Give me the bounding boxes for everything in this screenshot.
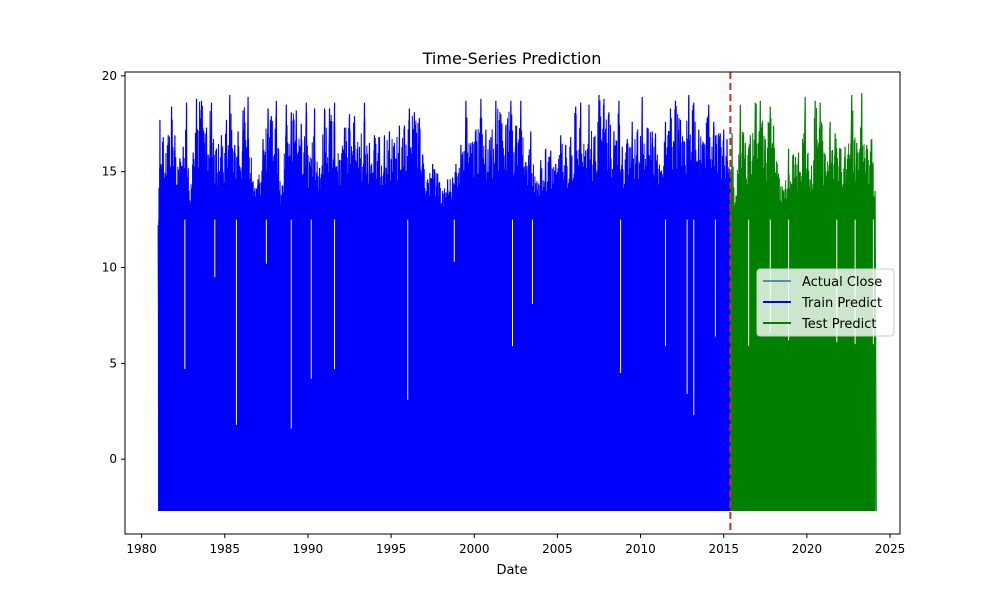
x-tick-label: 1990 bbox=[293, 542, 324, 556]
y-tick-label: 5 bbox=[109, 356, 117, 370]
y-tick-label: 0 bbox=[109, 452, 117, 466]
x-tick-label: 2020 bbox=[792, 542, 823, 556]
train-predict-peaks bbox=[157, 94, 733, 512]
test-predict-series bbox=[729, 93, 877, 512]
train-predict-series bbox=[157, 94, 733, 512]
legend-label: Train Predict bbox=[801, 296, 882, 311]
legend-label: Test Predict bbox=[801, 317, 877, 332]
x-tick-label: 2015 bbox=[708, 542, 739, 556]
x-tick-label: 1985 bbox=[210, 542, 241, 556]
x-tick-label: 2005 bbox=[542, 542, 573, 556]
series-group bbox=[157, 93, 877, 512]
legend-label: Actual Close bbox=[802, 275, 882, 290]
y-tick-label: 20 bbox=[102, 69, 117, 83]
x-tick-label: 2025 bbox=[875, 542, 906, 556]
y-axis: 0 5 10 15 20 bbox=[102, 69, 125, 466]
x-tick-label: 2010 bbox=[625, 542, 656, 556]
x-axis: 1980 1985 1990 1995 2000 2005 2010 2015 2020 2025 bbox=[126, 534, 905, 556]
x-tick-label: 1995 bbox=[376, 542, 407, 556]
axes-frame bbox=[124, 71, 901, 535]
x-tick-label: 1980 bbox=[126, 542, 157, 556]
plot-area bbox=[157, 72, 877, 534]
y-tick-label: 15 bbox=[102, 165, 117, 179]
y-tick-label: 10 bbox=[102, 261, 117, 275]
legend: Actual Close Train Predict Test Predict bbox=[756, 268, 895, 337]
legend-box bbox=[756, 268, 895, 337]
chart-title: Time-Series Prediction bbox=[422, 49, 602, 68]
x-tick-label: 2000 bbox=[459, 542, 490, 556]
x-axis-label: Date bbox=[496, 563, 527, 578]
